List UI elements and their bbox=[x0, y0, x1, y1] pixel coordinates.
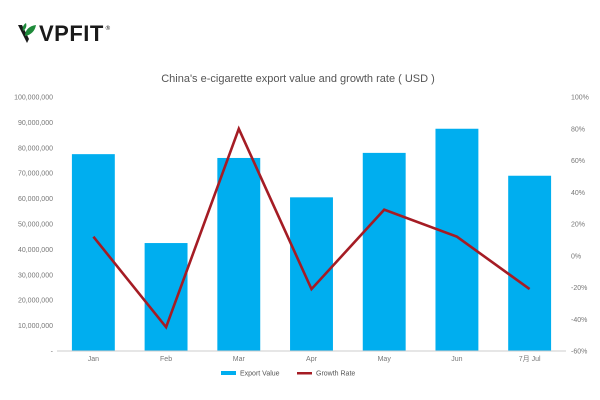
chart-title: China's e-cigarette export value and gro… bbox=[161, 73, 435, 85]
right-axis-tick-label: -40% bbox=[571, 317, 587, 324]
bar bbox=[435, 128, 479, 351]
right-axis: -60% -40% -20% 0% 20% 40% 60% 80% 100% bbox=[571, 95, 589, 356]
right-axis-tick-label: 80% bbox=[571, 126, 585, 133]
left-axis-tick-label: 90,000,000 bbox=[18, 120, 53, 127]
leaf-icon bbox=[18, 23, 36, 43]
right-axis-tick-label: 60% bbox=[571, 158, 585, 165]
legend-label-growth-rate: Growth Rate bbox=[316, 371, 355, 378]
legend: Export Value Growth Rate bbox=[221, 371, 355, 378]
growth-rate-line bbox=[92, 125, 531, 330]
left-axis-tick-label: - bbox=[51, 349, 54, 356]
x-axis-tick-label: 7月 Jul bbox=[519, 355, 541, 363]
left-axis-tick-label: 70,000,000 bbox=[18, 171, 53, 178]
right-axis-tick-label: 0% bbox=[571, 253, 581, 260]
x-axis-tick-label: Jun bbox=[451, 356, 462, 363]
right-axis-tick-label: -60% bbox=[571, 349, 587, 356]
bar bbox=[217, 157, 261, 351]
left-axis-tick-label: 60,000,000 bbox=[18, 196, 53, 203]
x-axis-tick-label: Apr bbox=[306, 356, 318, 363]
x-axis: Jan Feb Mar Apr May Jun 7月 Jul bbox=[57, 350, 566, 363]
bar bbox=[362, 152, 406, 351]
x-axis-tick-label: Jan bbox=[88, 356, 99, 363]
bar bbox=[508, 175, 552, 351]
x-axis-tick-label: Mar bbox=[233, 356, 246, 363]
left-axis-tick-label: 40,000,000 bbox=[18, 247, 53, 254]
brand-logo: VPFIT ® bbox=[16, 22, 111, 46]
left-axis-tick-label: 100,000,000 bbox=[14, 95, 53, 102]
legend-label-export-value: Export Value bbox=[240, 371, 280, 378]
right-axis-tick-label: 100% bbox=[571, 95, 589, 102]
left-axis-tick-label: 20,000,000 bbox=[18, 298, 53, 305]
x-axis-tick-label: May bbox=[378, 356, 392, 363]
legend-swatch-export-value bbox=[221, 371, 236, 375]
left-axis-tick-label: 50,000,000 bbox=[18, 222, 53, 229]
bar bbox=[71, 154, 115, 351]
left-axis-tick-label: 10,000,000 bbox=[18, 323, 53, 330]
brand-name: VPFIT bbox=[39, 21, 104, 46]
left-axis-tick-label: 80,000,000 bbox=[18, 145, 53, 152]
right-axis-tick-label: -20% bbox=[571, 285, 587, 292]
registered-mark: ® bbox=[104, 25, 111, 32]
legend-swatch-growth-rate bbox=[297, 372, 312, 375]
bar-series bbox=[71, 128, 552, 351]
right-axis-tick-label: 20% bbox=[571, 222, 585, 229]
left-axis: - 10,000,000 20,000,000 30,000,000 40,000,00… bbox=[14, 95, 54, 356]
bar bbox=[144, 243, 188, 351]
left-axis-tick-label: 30,000,000 bbox=[18, 272, 53, 279]
x-axis-tick-label: Feb bbox=[160, 356, 172, 363]
right-axis-tick-label: 40% bbox=[571, 190, 585, 197]
line-series bbox=[92, 125, 531, 330]
